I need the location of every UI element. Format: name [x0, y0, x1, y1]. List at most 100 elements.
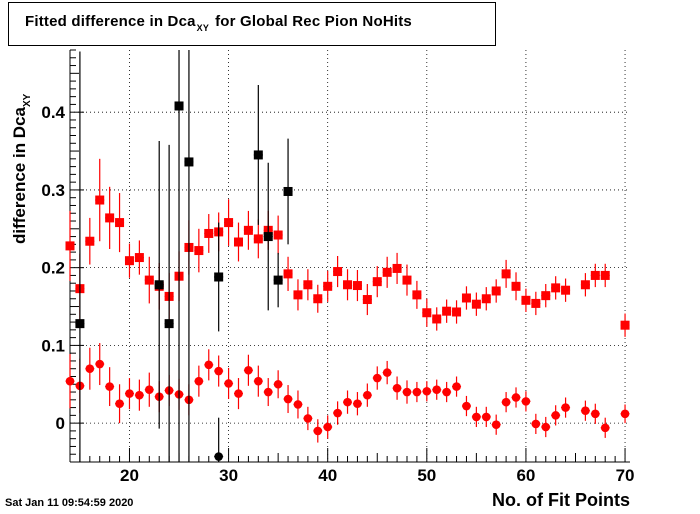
data-point-circle: [422, 386, 432, 396]
data-point-square: [75, 319, 85, 329]
data-point-square: [283, 186, 293, 196]
data-point-circle: [462, 401, 471, 411]
data-point-square: [105, 213, 115, 223]
data-point-circle: [214, 452, 223, 461]
data-point-square: [95, 195, 105, 205]
data-point-circle: [551, 411, 560, 420]
data-point-square: [521, 295, 531, 305]
data-point-square: [382, 267, 392, 277]
data-point-square: [214, 272, 224, 282]
data-point-square: [134, 253, 144, 263]
y-tick-label: 0: [56, 414, 65, 433]
data-point-circle: [491, 420, 501, 429]
data-point-square: [590, 270, 600, 280]
data-point-square: [65, 241, 75, 251]
data-point-square: [412, 290, 422, 300]
y-axis-label: difference in DcaXY: [10, 93, 33, 244]
x-tick-label: 20: [120, 466, 139, 485]
data-point-square: [432, 314, 442, 324]
data-point-circle: [531, 419, 541, 429]
data-point-circle: [293, 400, 303, 409]
data-point-circle: [600, 423, 610, 433]
data-point-square: [600, 270, 610, 280]
data-point-circle: [85, 364, 95, 374]
data-point-square: [471, 299, 481, 309]
chart-title-box: Fitted difference in DcaXY for Global Rec…: [8, 2, 496, 46]
data-point-circle: [333, 408, 342, 418]
data-point-circle: [323, 422, 332, 432]
data-point-circle: [521, 397, 531, 406]
data-point-circle: [481, 412, 491, 422]
data-point-circle: [372, 373, 382, 383]
data-point-circle: [125, 389, 134, 398]
data-point-circle: [392, 383, 402, 393]
data-point-circle: [541, 422, 551, 432]
data-point-circle: [254, 376, 263, 386]
data-point-circle: [283, 394, 293, 404]
data-point-square: [531, 298, 541, 308]
data-point-circle: [313, 426, 323, 436]
data-point-square: [164, 319, 174, 329]
data-point-square: [174, 101, 184, 111]
data-point-square: [273, 275, 283, 285]
data-point-square: [392, 263, 402, 273]
x-tick-label: 40: [318, 466, 337, 485]
data-point-square: [343, 280, 353, 290]
data-point-square: [481, 294, 491, 304]
data-point-circle: [194, 376, 204, 386]
data-point-square: [442, 306, 452, 316]
data-point-circle: [263, 387, 273, 397]
data-point-square: [273, 230, 283, 240]
data-point-square: [352, 281, 362, 291]
y-tick-label: 0.1: [41, 336, 65, 355]
data-point-square: [541, 291, 551, 301]
y-tick-label: 0.4: [41, 103, 65, 122]
data-point-square: [253, 234, 263, 244]
data-point-square: [580, 280, 590, 290]
data-point-circle: [620, 409, 630, 419]
data-point-circle: [581, 406, 590, 415]
data-point-square: [263, 232, 273, 242]
data-point-circle: [204, 360, 214, 370]
data-point-circle: [472, 412, 481, 422]
data-point-circle: [95, 359, 105, 369]
data-point-square: [323, 281, 333, 291]
data-point-circle: [442, 387, 451, 397]
data-point-square: [362, 295, 372, 305]
x-tick-label: 70: [616, 466, 635, 485]
data-point-circle: [65, 376, 75, 386]
data-point-circle: [382, 368, 392, 377]
data-point-square: [491, 286, 501, 296]
x-axis-label: No. of Fit Points: [492, 490, 630, 510]
data-point-square: [303, 280, 313, 290]
data-point-circle: [452, 382, 461, 391]
data-point-square: [402, 275, 412, 285]
data-point-square: [124, 256, 134, 266]
data-point-square: [561, 285, 571, 295]
timestamp: Sat Jan 11 09:54:59 2020: [5, 497, 134, 509]
data-point-square: [293, 290, 303, 300]
chart-title: Fitted difference in DcaXY for Global Rec…: [25, 13, 412, 33]
data-point-circle: [343, 397, 352, 407]
data-point-square: [452, 307, 462, 317]
data-point-circle: [402, 387, 412, 397]
chart-title-subscript: XY: [196, 23, 210, 33]
data-point-square: [511, 281, 521, 291]
data-point-circle: [224, 379, 233, 388]
x-tick-label: 30: [219, 466, 238, 485]
data-point-square: [333, 267, 343, 277]
data-point-square: [194, 246, 204, 256]
data-point-circle: [363, 390, 372, 400]
y-tick-label: 0.3: [41, 181, 65, 200]
data-point-circle: [511, 393, 521, 402]
data-point-circle: [135, 390, 144, 400]
data-point-square: [253, 150, 263, 160]
data-point-square: [233, 237, 243, 247]
data-point-square: [461, 293, 471, 303]
data-point-square: [224, 218, 234, 228]
data-point-square: [115, 218, 125, 228]
y-tick-label: 0.2: [41, 259, 65, 278]
data-point-circle: [273, 379, 283, 389]
data-point-circle: [144, 385, 154, 395]
